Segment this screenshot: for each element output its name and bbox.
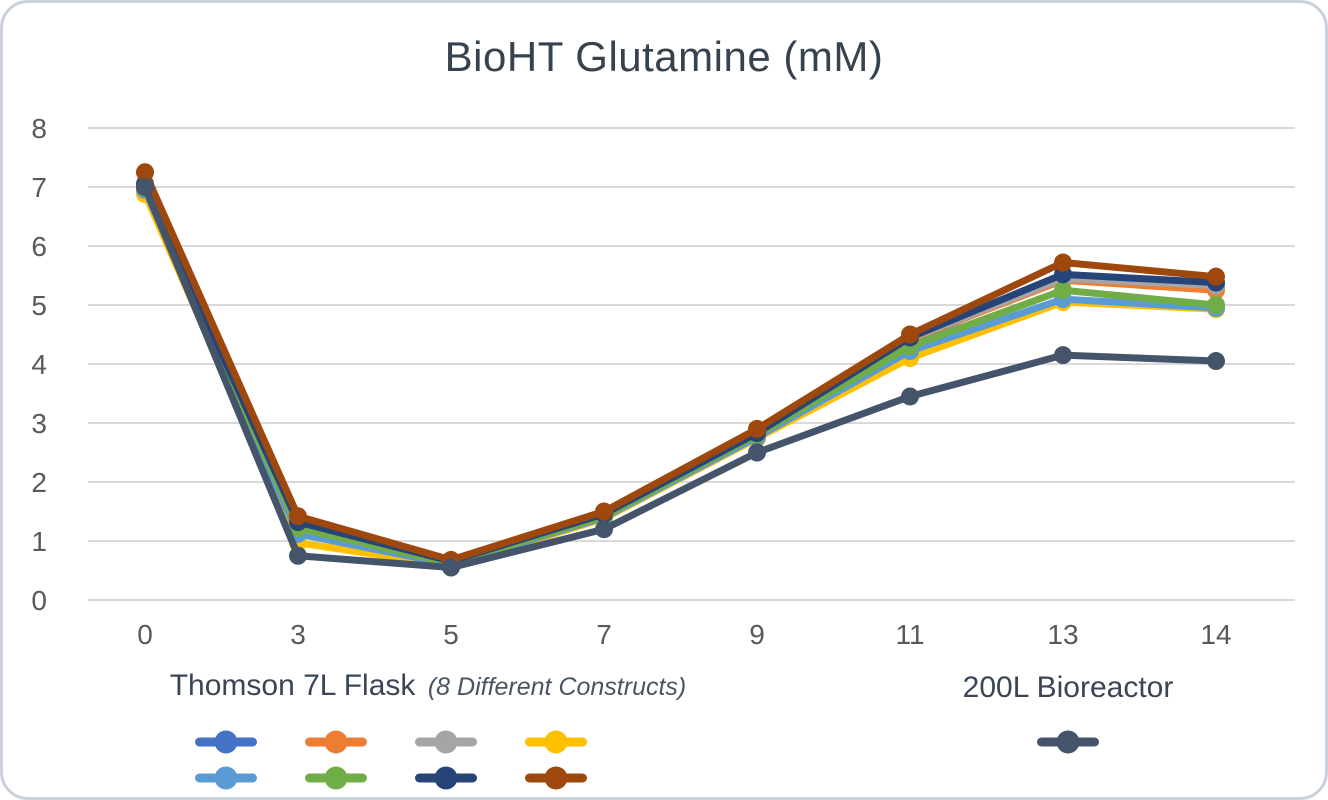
legend-flask-label-sub: (8 Different Constructs) <box>427 673 687 701</box>
legend-swatch-bioreactor-200l <box>1037 730 1099 754</box>
y-tick-label-8: 8 <box>31 113 47 144</box>
series-line-flask-7 <box>141 180 1220 565</box>
legend-swatch-marker-bioreactor-200l <box>1056 730 1080 754</box>
x-tick-label-14: 14 <box>1200 619 1231 650</box>
y-tick-label-0: 0 <box>31 585 47 616</box>
x-tick-label-13: 13 <box>1047 619 1078 650</box>
data-point-flask-8-x14 <box>1207 267 1225 286</box>
series-line-flask-1 <box>141 183 1220 566</box>
line-chart: 0 1 2 3 4 5 6 7 8 0 3 5 7 9 11 13 14 <box>31 113 1295 650</box>
data-point-bioreactor-200l-x13 <box>1054 346 1072 365</box>
data-point-flask-8-x9 <box>748 419 766 438</box>
series-line-flask-4 <box>141 190 1220 570</box>
legend-swatch-cell-flask-7 <box>391 760 501 796</box>
data-point-flask-8-x11 <box>901 325 919 344</box>
legend-swatch-flask-5 <box>195 766 257 790</box>
legend-swatch-flask-6 <box>305 766 367 790</box>
y-tick-label-7: 7 <box>31 172 47 203</box>
legend-swatch-marker-flask-8 <box>544 766 568 790</box>
series-line-flask-8 <box>141 168 1220 564</box>
x-tick-label-7: 7 <box>596 619 612 650</box>
legend-swatch-marker-flask-4 <box>544 730 568 754</box>
legend-swatch-cell-flask-1 <box>171 724 281 760</box>
legend-swatch-cell-flask-8 <box>501 760 611 796</box>
legend-swatch-marker-flask-2 <box>324 730 348 754</box>
data-point-bioreactor-200l-x11 <box>901 387 919 406</box>
legend-swatch-cell-flask-5 <box>171 760 281 796</box>
legend-swatch-flask-2 <box>305 730 367 754</box>
series-line-flask-3 <box>141 183 1220 567</box>
x-tick-label-11: 11 <box>895 619 924 650</box>
legend-swatch-flask-8 <box>525 766 587 790</box>
x-tick-label-0: 0 <box>137 619 153 650</box>
chart-title: BioHT Glutamine (mM) <box>444 33 884 80</box>
legend-swatch-cell-flask-3 <box>391 724 501 760</box>
data-point-flask-6-x14 <box>1207 296 1225 314</box>
y-tick-label-4: 4 <box>31 349 47 380</box>
legend-swatch-marker-flask-3 <box>434 730 458 754</box>
legend-swatch-marker-flask-6 <box>324 766 348 790</box>
legend-swatch-marker-flask-7 <box>434 766 458 790</box>
data-point-flask-8-x13 <box>1054 253 1072 272</box>
x-tick-label-3: 3 <box>290 619 306 650</box>
series-bioreactor-200l <box>136 178 1225 577</box>
legend-swatch-flask-4 <box>525 730 587 754</box>
legend-swatch-flask-3 <box>415 730 477 754</box>
x-tick-label-9: 9 <box>749 619 765 650</box>
legend-swatch-flask-1 <box>195 730 257 754</box>
legend-flask-label-main: Thomson 7L Flask <box>169 669 416 702</box>
legend-bioreactor-label: 200L Bioreactor <box>962 671 1174 704</box>
data-point-flask-6-x13 <box>1054 281 1072 300</box>
legend-swatch-flask-7 <box>415 766 477 790</box>
y-tick-label-6: 6 <box>31 231 47 262</box>
data-point-bioreactor-200l-x7 <box>595 520 613 539</box>
series-line-flask-6 <box>141 184 1220 567</box>
legend-flask-swatches <box>171 724 611 796</box>
legend-swatch-cell-flask-2 <box>281 724 391 760</box>
y-tick-label-5: 5 <box>31 290 47 321</box>
series-line-bioreactor-200l <box>141 183 1220 572</box>
data-point-bioreactor-200l-x5 <box>442 558 460 577</box>
data-point-bioreactor-200l-x14 <box>1207 352 1225 371</box>
series-line-flask-2 <box>141 180 1220 566</box>
y-tick-label-3: 3 <box>31 408 47 439</box>
data-point-flask-8-x0 <box>136 163 154 182</box>
x-tick-label-5: 5 <box>443 619 459 650</box>
y-tick-label-2: 2 <box>31 467 47 498</box>
y-tick-label-1: 1 <box>31 526 47 557</box>
data-point-bioreactor-200l-x3 <box>289 546 307 565</box>
legend-swatch-marker-flask-1 <box>214 730 238 754</box>
data-point-flask-8-x7 <box>595 502 613 521</box>
legend-swatch-marker-flask-5 <box>214 766 238 790</box>
series-flask-8 <box>136 163 1225 569</box>
data-point-bioreactor-200l-x0 <box>136 178 154 196</box>
legend-bioreactor-swatch <box>1013 724 1123 760</box>
legend-swatch-cell-flask-6 <box>281 760 391 796</box>
legend-flask-label: Thomson 7L Flask (8 Different Constructs… <box>143 669 713 703</box>
data-point-bioreactor-200l-x9 <box>748 443 766 462</box>
legend-swatch-cell-flask-4 <box>501 724 611 760</box>
data-point-flask-8-x3 <box>289 507 307 526</box>
